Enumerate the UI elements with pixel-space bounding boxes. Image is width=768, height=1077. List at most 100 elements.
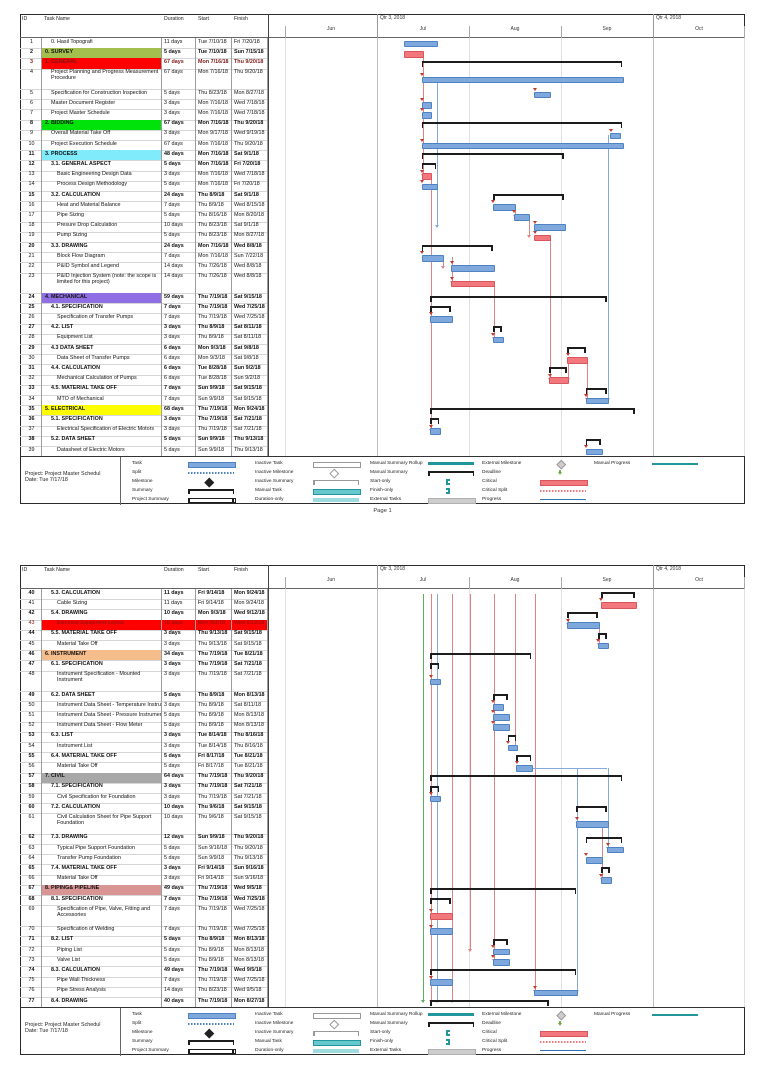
task-row-12: 12 3.1. GENERAL ASPECT 5 days Mon 7/16/18 Fr… (20, 160, 268, 172)
cell-finish: Sat 9/8/18 (232, 344, 268, 355)
link-arrow-icon (428, 924, 433, 928)
link-arrow-icon (584, 444, 589, 448)
legend-swatch-project-summary (188, 497, 236, 503)
cell-id: 21 (20, 252, 42, 263)
cell-id: 16 (20, 201, 42, 212)
summary-end-tick (421, 122, 424, 129)
summary-end-tick (430, 887, 433, 894)
month-gridline (285, 38, 286, 456)
task-row-43: 43 Electrical Equipment Layout 10 days Mon … (20, 619, 268, 631)
cell-task-name: 4.3 DATA SHEET (42, 344, 162, 355)
link-arrow-icon (574, 817, 579, 821)
cell-start: Tue 7/10/18 (196, 48, 232, 59)
cell-duration: 7 days (162, 905, 196, 926)
task-row-21: 21 Block Flow Diagram 7 days Mon 7/16/18 Sun… (20, 252, 268, 264)
quarter-label-q4: Qtr 4, 2018 (656, 566, 682, 572)
cell-task-name: Specification of Transfer Pumps (42, 313, 162, 324)
cell-task-name: 6.2. DATA SHEET (42, 691, 162, 702)
link-arrow-icon (565, 353, 570, 357)
task-row-71: 71 8.2. LIST 5 days Thu 8/9/18 Mon 8/13/18 (20, 935, 268, 947)
table-chart-divider (268, 565, 269, 1007)
gantt-bar-task (492, 714, 510, 721)
summary-end-tick (574, 887, 577, 894)
cell-duration: 5 days (162, 946, 196, 957)
cell-finish: Wed 7/25/18 (232, 313, 268, 324)
cell-id: 58 (20, 782, 42, 793)
cell-finish: Wed 7/18/18 (232, 109, 268, 120)
link-arrow-icon (491, 700, 496, 704)
swatch-shape (428, 497, 476, 504)
cell-task-name: 7.4. MATERIAL TAKE OFF (42, 864, 162, 875)
gantt-bar-critical (534, 234, 552, 242)
cell-duration: 49 days (162, 884, 196, 895)
cell-id: 18 (20, 221, 42, 232)
gantt-bar-summary (576, 805, 607, 809)
cell-duration: 67 days (162, 68, 196, 89)
cell-duration: 6 days (162, 364, 196, 375)
cell-id: 43 (20, 619, 42, 630)
swatch-shape (472, 470, 474, 476)
cell-duration: 5 days (162, 711, 196, 722)
cell-finish: Thu 8/16/18 (232, 742, 268, 753)
cell-id: 22 (20, 262, 42, 273)
gantt-bar-task (421, 255, 445, 262)
legend-item-label: Duration-only (255, 496, 284, 502)
month-gridline (377, 38, 378, 456)
cell-duration: 12 days (162, 833, 196, 844)
cell-finish: Sat 9/1/18 (232, 221, 268, 232)
cell-finish: Thu 9/20/18 (232, 58, 268, 69)
cell-duration: 14 days (162, 986, 196, 997)
cell-id: 27 (20, 323, 42, 334)
cell-id: 24 (20, 293, 42, 304)
month-divider (285, 26, 286, 38)
cell-duration: 3 days (162, 793, 196, 804)
legend-swatch-bar-teal-light (313, 1048, 359, 1054)
cell-id: 25 (20, 303, 42, 314)
column-header-dur: Duration (164, 567, 184, 573)
cell-start: Thu 8/9/18 (196, 956, 232, 967)
cell-duration: 10 days (162, 813, 196, 834)
link-arrow-icon (532, 220, 537, 224)
month-label-sep: Sep (602, 26, 612, 32)
cell-start: Thu 7/19/18 (196, 782, 232, 793)
gantt-bar-task (421, 183, 439, 191)
cell-task-name: 6.4. MATERIAL TAKE OFF (42, 752, 162, 763)
cell-finish: Wed 9/19/18 (232, 129, 268, 140)
cell-id: 52 (20, 721, 42, 732)
summary-end-tick (492, 938, 495, 945)
cell-id: 29 (20, 344, 42, 355)
gantt-bar-task (513, 214, 531, 221)
swatch-shape (232, 1048, 234, 1054)
cell-start: Thu 7/19/18 (196, 905, 232, 926)
swatch-shape (559, 1020, 561, 1023)
cell-start: Sun 9/9/18 (196, 833, 232, 844)
legend-item-label: External Milestone (482, 1011, 522, 1017)
link-arrow-icon (532, 230, 537, 234)
month-label-oct: Oct (695, 577, 703, 583)
gantt-bar-task (585, 857, 603, 864)
cell-task-name: 5.1. SPECIFICATION (42, 415, 162, 426)
summary-end-tick (492, 326, 495, 333)
gantt-bar-critical (403, 51, 424, 58)
legend-item-label: Project Summary (132, 1047, 169, 1053)
link-arrow-icon (420, 138, 425, 142)
cell-finish: Tue 8/21/18 (232, 650, 268, 661)
summary-end-tick (421, 152, 424, 159)
cell-task-name: 3.3. DRAWING (42, 242, 162, 253)
task-row-6: 6 Master Document Register 3 days Mon 7/16/… (20, 99, 268, 111)
swatch-shape (313, 1012, 361, 1019)
link-arrow-icon (420, 72, 425, 76)
cell-id: 77 (20, 997, 42, 1008)
cell-finish: Wed 7/18/18 (232, 170, 268, 181)
cell-start: Thu 8/23/18 (196, 89, 232, 100)
task-row-9: 9 Overall Material Take Off 3 days Mon 9/17… (20, 129, 268, 141)
swatch-shape (652, 1013, 698, 1016)
legend-item-label: Inactive Milestone (255, 1020, 294, 1026)
month-label-sep: Sep (602, 577, 612, 583)
cell-task-name: Instrument Specification - Mounted Instr… (42, 670, 162, 691)
task-row-4: 4 Project Planning and Progress Measureme… (20, 68, 268, 90)
cell-finish: Thu 9/13/18 (232, 435, 268, 446)
link-arrow-icon (428, 791, 433, 795)
cell-start: Mon 9/3/18 (196, 619, 232, 630)
month-gridline (561, 589, 562, 1007)
